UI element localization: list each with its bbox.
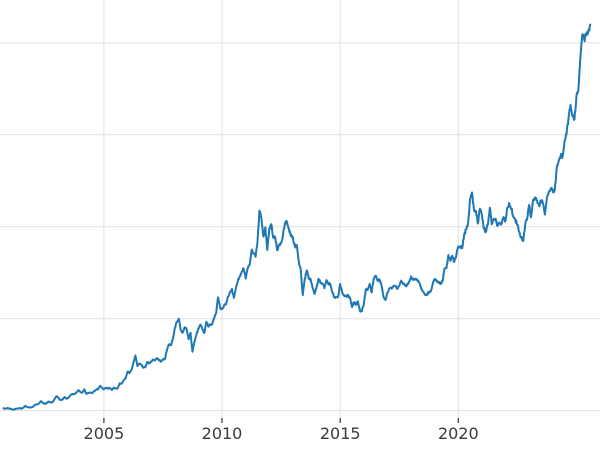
x-tick-label-2005: 2005 <box>84 424 125 443</box>
x-tick-label-2020: 2020 <box>438 424 479 443</box>
x-tick-label-2010: 2010 <box>202 424 243 443</box>
price-line <box>2 23 592 411</box>
x-tick-label-2015: 2015 <box>320 424 361 443</box>
